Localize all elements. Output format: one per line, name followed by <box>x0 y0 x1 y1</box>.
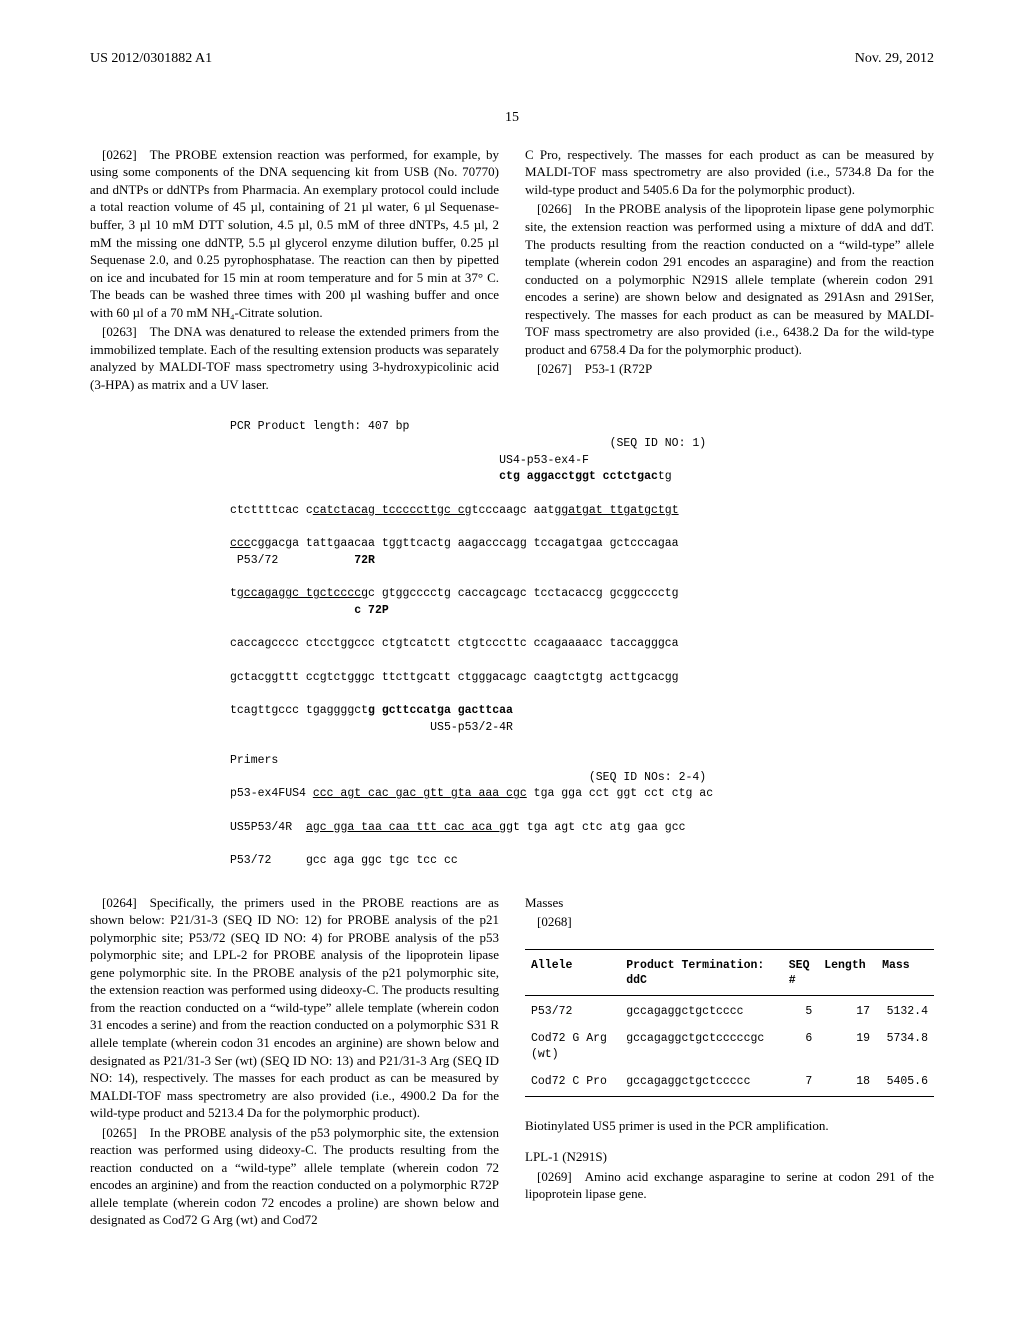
th-seq: SEQ # <box>783 952 818 996</box>
para-0269: [0269] Amino acid exchange asparagine to… <box>525 1168 934 1203</box>
th-mass: Mass <box>876 952 934 996</box>
left-col-bottom: [0264] Specifically, the primers used in… <box>90 894 499 1231</box>
page-header: US 2012/0301882 A1 Nov. 29, 2012 <box>90 50 934 69</box>
lpl-heading: LPL-1 (N291S) <box>525 1148 934 1166</box>
table-row: P53/72 gccagaggctgctcccc 5 17 5132.4 <box>525 998 934 1026</box>
para-0263: [0263] The DNA was denatured to release … <box>90 323 499 393</box>
patent-date: Nov. 29, 2012 <box>855 50 934 69</box>
biotin-note: Biotinylated US5 primer is used in the P… <box>525 1117 934 1135</box>
top-columns: [0262] The PROBE extension reaction was … <box>90 146 934 396</box>
right-col-top: C Pro, respectively. The masses for each… <box>525 146 934 396</box>
sequence-block: PCR Product length: 407 bp (SEQ ID NO: 1… <box>230 419 934 869</box>
bottom-columns: [0264] Specifically, the primers used in… <box>90 894 934 1231</box>
right-col-bottom: Masses [0268] Allele Product Termination… <box>525 894 934 1231</box>
para-0267: [0267] P53-1 (R72P <box>525 360 934 378</box>
th-product: Product Termination: ddC <box>620 952 783 996</box>
table-row: Cod72 C Pro gccagaggctgctccccc 7 18 5405… <box>525 1068 934 1096</box>
masses-label: Masses <box>525 894 934 912</box>
patent-number: US 2012/0301882 A1 <box>90 50 212 69</box>
para-cont: C Pro, respectively. The masses for each… <box>525 146 934 199</box>
para-0268: [0268] <box>525 913 934 931</box>
para-0265: [0265] In the PROBE analysis of the p53 … <box>90 1124 499 1229</box>
left-col-top: [0262] The PROBE extension reaction was … <box>90 146 499 396</box>
para-0264: [0264] Specifically, the primers used in… <box>90 894 499 1122</box>
th-length: Length <box>818 952 876 996</box>
para-0266: [0266] In the PROBE analysis of the lipo… <box>525 200 934 358</box>
th-allele: Allele <box>525 952 620 996</box>
para-0262: [0262] The PROBE extension reaction was … <box>90 146 499 321</box>
table-header-row: Allele Product Termination: ddC SEQ # Le… <box>525 952 934 996</box>
page-number: 15 <box>90 109 934 128</box>
mass-table: Allele Product Termination: ddC SEQ # Le… <box>525 949 934 1099</box>
table-row: Cod72 G Arg (wt) gccagaggctgctcccccgc 6 … <box>525 1025 934 1068</box>
